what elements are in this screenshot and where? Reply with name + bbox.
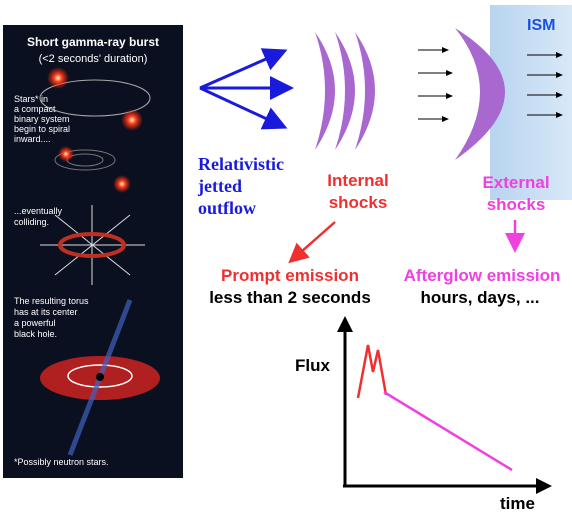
- internal-label: shocks: [329, 193, 388, 212]
- black-hole: [96, 373, 104, 381]
- plot-axes: [343, 330, 538, 486]
- step-text: a compact: [14, 104, 56, 114]
- step-text: ...eventually: [14, 206, 63, 216]
- arrow: [292, 222, 335, 260]
- star: [113, 175, 131, 193]
- axis-arrow: [337, 316, 353, 332]
- ism-label: ISM: [527, 17, 555, 34]
- panel-title: Short gamma-ray burst: [27, 35, 159, 49]
- jet-arrows: [200, 52, 288, 126]
- step-text: begin to spiral: [14, 124, 70, 134]
- internal-shocks-shapes: [315, 28, 505, 160]
- external-label: External: [482, 173, 549, 192]
- external-label: shocks: [487, 195, 546, 214]
- x-axis-label: time: [500, 494, 535, 513]
- outflow-label: Relativistic: [198, 154, 284, 174]
- y-axis-label: Flux: [295, 356, 330, 375]
- afterglow-curve: [384, 392, 512, 470]
- star: [58, 146, 74, 162]
- step-text: The resulting torus: [14, 296, 89, 306]
- star: [121, 109, 143, 131]
- footnote: *Possibly neutron stars.: [14, 457, 109, 467]
- prompt-duration: less than 2 seconds: [209, 288, 371, 307]
- afterglow-duration: hours, days, ...: [420, 288, 539, 307]
- afterglow-title: Afterglow emission: [404, 266, 561, 285]
- step-text: black hole.: [14, 329, 57, 339]
- panel-subtitle: (<2 seconds' duration): [39, 53, 148, 65]
- prompt-title: Prompt emission: [221, 266, 359, 285]
- star: [47, 67, 69, 89]
- step-text: colliding.: [14, 217, 49, 227]
- panel-bg: [3, 25, 183, 478]
- step-text: has at its center: [14, 307, 78, 317]
- outflow-label: outflow: [198, 198, 256, 218]
- step-text: a powerful: [14, 318, 56, 328]
- outflow-label: jetted: [197, 176, 242, 196]
- internal-label: Internal: [327, 171, 388, 190]
- step-text: binary system: [14, 114, 70, 124]
- step-text: Stars* in: [14, 94, 48, 104]
- prompt-curve: [358, 345, 386, 398]
- axis-arrow: [536, 478, 552, 494]
- diagram: Short gamma-ray burst (<2 seconds' durat…: [0, 0, 572, 514]
- step-text: inward....: [14, 134, 51, 144]
